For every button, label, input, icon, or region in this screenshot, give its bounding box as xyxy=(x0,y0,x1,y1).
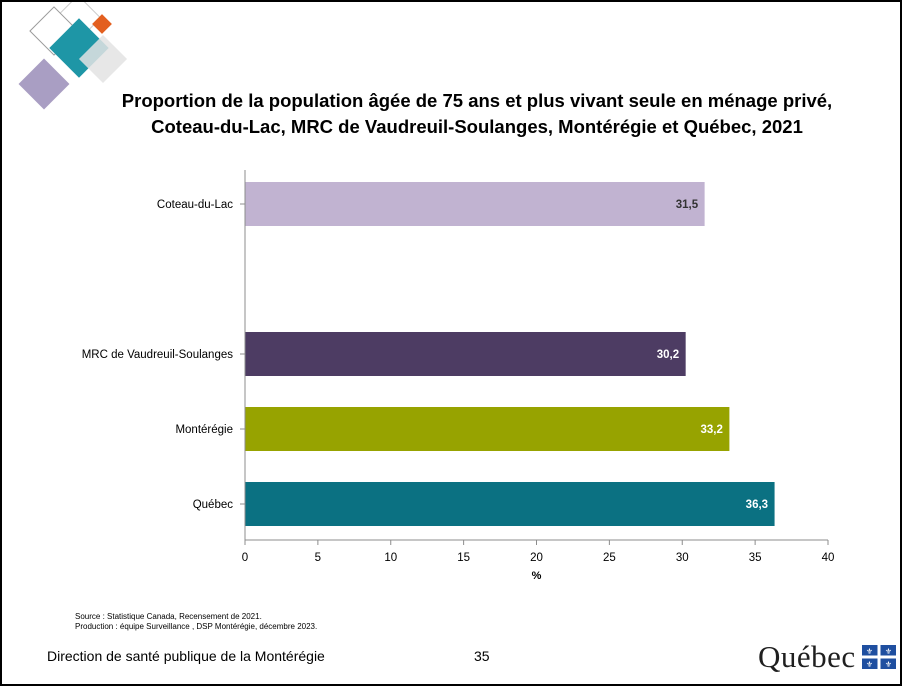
x-tick-label: 5 xyxy=(315,552,321,564)
category-label: Québec xyxy=(193,499,234,511)
chart-title-line1: Proportion de la population âgée de 75 a… xyxy=(121,90,833,111)
bar xyxy=(245,407,730,451)
value-label: 30,2 xyxy=(657,349,679,361)
category-label: MRC de Vaudreuil-Soulanges xyxy=(82,349,234,361)
category-label: Coteau-du-Lac xyxy=(157,199,233,211)
x-tick-label: 30 xyxy=(676,552,689,564)
x-tick-label: 15 xyxy=(457,552,470,564)
svg-text:⚜: ⚜ xyxy=(866,660,873,669)
value-label: 33,2 xyxy=(700,424,722,436)
x-axis-title: % xyxy=(532,570,542,582)
footer-organization: Direction de santé publique de la Montér… xyxy=(47,648,325,664)
chart-title-line2: Coteau-du-Lac, MRC de Vaudreuil-Soulange… xyxy=(151,116,803,137)
x-tick-label: 0 xyxy=(242,552,248,564)
x-tick-label: 25 xyxy=(603,552,616,564)
decorative-diamonds-logo xyxy=(18,2,128,110)
chart-title: Proportion de la population âgée de 75 a… xyxy=(62,88,892,140)
quebec-wordmark: Québec xyxy=(758,639,856,674)
source-line: Source : Statistique Canada, Recensement… xyxy=(75,612,262,621)
bar xyxy=(245,182,705,226)
svg-text:⚜: ⚜ xyxy=(885,660,892,669)
page-number: 35 xyxy=(474,648,490,664)
bar xyxy=(245,482,775,526)
production-line: Production : équipe Surveillance , DSP M… xyxy=(75,622,318,631)
x-tick-label: 40 xyxy=(822,552,835,564)
quebec-logo: Québec ⚜ ⚜ ⚜ ⚜ xyxy=(758,639,896,674)
value-label: 31,5 xyxy=(676,199,699,211)
svg-text:⚜: ⚜ xyxy=(866,647,873,656)
quebec-flag-icon: ⚜ ⚜ ⚜ ⚜ xyxy=(861,645,896,669)
x-tick-label: 35 xyxy=(749,552,762,564)
category-label: Montérégie xyxy=(175,424,233,436)
x-tick-label: 10 xyxy=(384,552,397,564)
source-note: Source : Statistique Canada, Recensement… xyxy=(75,612,317,632)
x-tick-label: 20 xyxy=(530,552,543,564)
bar xyxy=(245,332,686,376)
value-label: 36,3 xyxy=(746,499,768,511)
bar-chart: 0 5 10 15 20 25 30 35 40% Coteau-du-Lac 31,5 MRC de… xyxy=(82,170,835,582)
svg-text:⚜: ⚜ xyxy=(885,647,892,656)
